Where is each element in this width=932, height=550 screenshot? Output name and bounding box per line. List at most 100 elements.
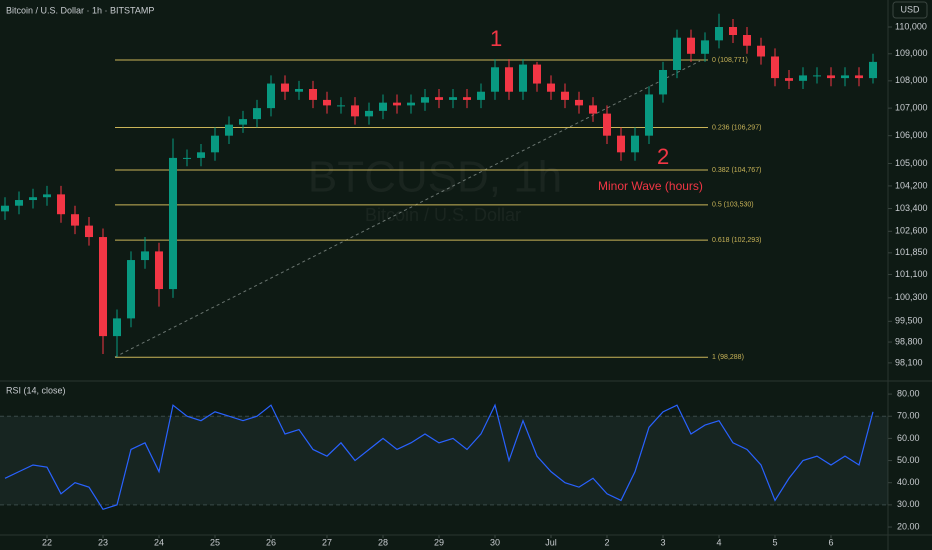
candle-body: [113, 318, 121, 337]
candle-body: [603, 113, 611, 136]
currency-box[interactable]: [892, 1, 928, 19]
candle-body: [365, 110, 373, 117]
watermark-sub: Bitcoin / U.S. Dollar: [365, 205, 521, 225]
y-tick-label: 98,800: [895, 336, 923, 346]
candle-body: [687, 37, 695, 54]
x-tick-label: 27: [322, 537, 332, 547]
candle-body: [85, 225, 93, 238]
candle-body: [533, 64, 541, 84]
x-tick-label: 2: [604, 537, 609, 547]
candle-body: [183, 157, 191, 159]
candle-body: [477, 91, 485, 100]
x-tick-label: 4: [716, 537, 721, 547]
candle-body: [785, 78, 793, 81]
y-tick-label: 20.00: [897, 521, 920, 531]
candle-body: [645, 94, 653, 136]
fib-trendline: [114, 60, 701, 358]
candle-body: [757, 45, 765, 57]
candle-body: [155, 251, 163, 290]
candle-body: [841, 75, 849, 79]
candle-body: [421, 97, 429, 103]
candle-body: [267, 83, 275, 109]
candle-body: [519, 64, 527, 92]
candle-body: [771, 56, 779, 79]
fib-label: 0 (108,771): [712, 57, 748, 64]
y-tick-label: 101,850: [895, 247, 928, 257]
candle-body: [435, 97, 443, 100]
candle-body: [43, 194, 51, 198]
candle-body: [743, 35, 751, 46]
candle-body: [855, 75, 863, 79]
y-tick-label: 104,200: [895, 180, 928, 190]
candle-body: [225, 124, 233, 136]
candle-body: [449, 97, 457, 100]
candle-body: [701, 40, 709, 54]
candle-body: [393, 102, 401, 106]
y-tick-label: 106,000: [895, 130, 928, 140]
x-tick-label: 24: [154, 537, 164, 547]
y-tick-label: 80.00: [897, 388, 920, 398]
fib-label: 0.382 (104,767): [712, 167, 761, 174]
candle-body: [505, 67, 513, 92]
x-tick-label: 30: [490, 537, 500, 547]
y-tick-label: 110,000: [895, 21, 927, 31]
candle-body: [1, 205, 9, 212]
x-tick-label: 22: [42, 537, 52, 547]
x-tick-label: 23: [98, 537, 108, 547]
candle-body: [309, 88, 317, 100]
candle-body: [211, 135, 219, 153]
candle-body: [575, 99, 583, 106]
y-tick-label: 105,000: [895, 158, 928, 168]
x-tick-label: 26: [266, 537, 276, 547]
candle-body: [589, 105, 597, 114]
y-tick-label: 102,600: [895, 226, 928, 236]
fib-label: 0.5 (103,530): [712, 202, 754, 209]
rsi-line: [4, 403, 874, 511]
candle-body: [491, 67, 499, 92]
y-tick-label: 70.00: [897, 411, 920, 421]
candle-body: [729, 27, 737, 36]
candle-body: [561, 91, 569, 100]
y-tick-label: 107,000: [895, 103, 928, 113]
candle-body: [659, 69, 667, 95]
y-tick-label: 100,300: [895, 292, 928, 302]
candle-body: [463, 97, 471, 100]
currency-label[interactable]: USD: [900, 4, 920, 14]
candle-body: [29, 197, 37, 201]
y-tick-label: 108,000: [895, 75, 928, 85]
candle-body: [617, 135, 625, 153]
x-tick-label: 3: [660, 537, 665, 547]
candle-body: [379, 102, 387, 111]
candle-body: [281, 83, 289, 92]
y-tick-label: 60.00: [897, 433, 920, 443]
candle-body: [15, 200, 23, 206]
x-tick-label: 6: [828, 537, 833, 547]
candle-body: [407, 102, 415, 106]
candle-body: [547, 83, 555, 92]
watermark: BTCUSD, 1h: [308, 153, 562, 202]
rsi-title: RSI (14, close): [6, 385, 66, 395]
y-tick-label: 109,000: [895, 48, 928, 58]
annotation: Minor Wave (hours): [598, 179, 703, 193]
y-tick-label: 40.00: [897, 477, 920, 487]
candle-body: [827, 75, 835, 79]
candle-body: [351, 105, 359, 117]
candle-body: [57, 194, 65, 215]
y-tick-label: 50.00: [897, 455, 920, 465]
candle-body: [197, 152, 205, 158]
fib-label: 0.618 (102,293): [712, 237, 761, 244]
fib-label: 0.236 (106,297): [712, 124, 761, 131]
candle-body: [715, 27, 723, 41]
annotation: 2: [657, 144, 669, 169]
candle-body: [169, 157, 177, 290]
x-tick-label: 5: [772, 537, 777, 547]
y-tick-label: 99,500: [895, 316, 923, 326]
y-tick-label: 30.00: [897, 499, 920, 509]
candle-body: [71, 214, 79, 226]
candle-body: [813, 75, 821, 77]
candle-body: [799, 75, 807, 81]
candle-body: [631, 135, 639, 153]
candle-body: [127, 260, 135, 319]
